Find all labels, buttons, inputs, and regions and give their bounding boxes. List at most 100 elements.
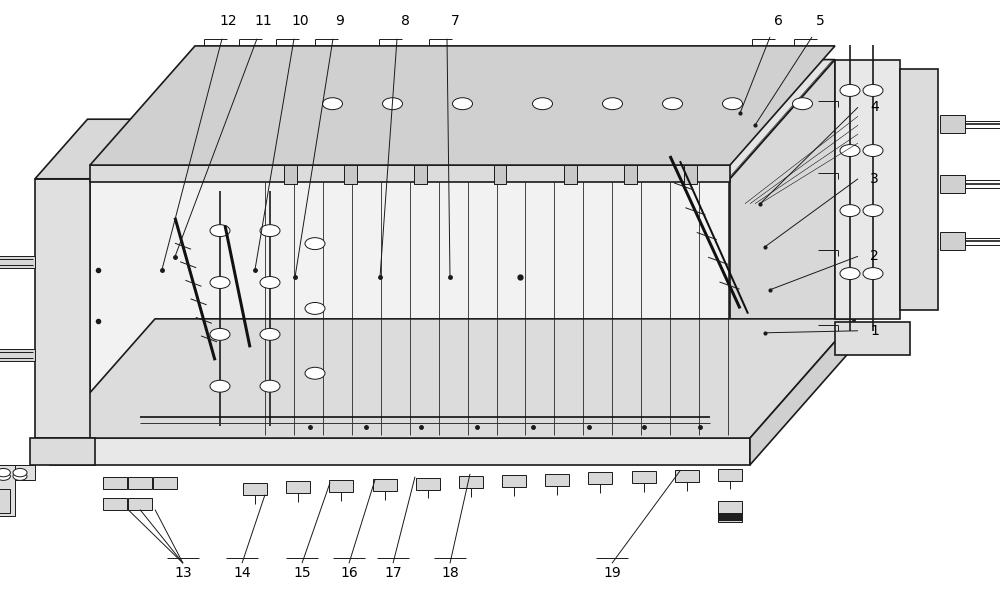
Text: 8: 8 [401, 14, 409, 28]
Circle shape [840, 268, 860, 280]
Bar [545, 474, 569, 486]
Circle shape [260, 277, 280, 288]
Text: 6: 6 [774, 14, 782, 28]
Circle shape [863, 204, 883, 216]
Polygon shape [900, 69, 938, 310]
Text: 11: 11 [254, 14, 272, 28]
Bar [128, 477, 152, 489]
Bar [0, 465, 15, 516]
Bar [940, 116, 965, 134]
Circle shape [792, 98, 812, 110]
Bar [416, 477, 440, 489]
Circle shape [840, 85, 860, 97]
Circle shape [863, 268, 883, 280]
Polygon shape [90, 179, 730, 438]
Bar [718, 503, 742, 515]
Bar [564, 165, 576, 184]
Bar [675, 470, 699, 482]
Bar [624, 165, 637, 184]
Text: 10: 10 [291, 14, 309, 28]
Text: 7: 7 [451, 14, 459, 28]
Polygon shape [90, 60, 835, 179]
Bar [286, 482, 310, 493]
Bar [718, 507, 742, 519]
Text: 1: 1 [870, 324, 879, 338]
Bar [128, 498, 152, 510]
Circle shape [662, 98, 682, 110]
Polygon shape [50, 319, 855, 438]
Circle shape [452, 98, 472, 110]
Bar [153, 477, 177, 489]
Polygon shape [35, 179, 90, 438]
Polygon shape [730, 60, 835, 438]
Bar [0, 256, 35, 268]
Circle shape [210, 277, 230, 288]
Text: 18: 18 [441, 566, 459, 581]
Bar [494, 165, 506, 184]
Polygon shape [90, 46, 835, 165]
Circle shape [210, 328, 230, 340]
Circle shape [382, 98, 402, 110]
Circle shape [322, 98, 342, 110]
Circle shape [13, 468, 27, 477]
Bar [718, 510, 742, 522]
Bar [718, 468, 742, 480]
Circle shape [863, 145, 883, 157]
Circle shape [305, 367, 325, 379]
Circle shape [305, 238, 325, 250]
Circle shape [210, 380, 230, 392]
Bar [103, 477, 127, 489]
Circle shape [840, 145, 860, 157]
Text: 5: 5 [816, 14, 824, 28]
Text: 14: 14 [233, 566, 251, 581]
Bar [0, 465, 35, 480]
Text: 19: 19 [603, 566, 621, 581]
Bar [718, 501, 742, 513]
Bar [90, 165, 730, 182]
Circle shape [602, 98, 622, 110]
Polygon shape [35, 119, 143, 179]
Text: 4: 4 [870, 100, 879, 114]
Circle shape [863, 85, 883, 97]
Bar [344, 165, 356, 184]
Bar [684, 165, 696, 184]
Bar [243, 483, 267, 495]
Circle shape [260, 225, 280, 237]
Polygon shape [50, 438, 750, 465]
Bar [459, 476, 483, 488]
Bar [718, 507, 742, 519]
Text: 2: 2 [870, 249, 879, 263]
Bar [835, 322, 910, 355]
Circle shape [210, 225, 230, 237]
Circle shape [0, 468, 10, 477]
Text: 16: 16 [340, 566, 358, 581]
Text: 15: 15 [293, 566, 311, 581]
Bar [502, 475, 526, 487]
Text: 17: 17 [384, 566, 402, 581]
Bar [414, 165, 426, 184]
Circle shape [532, 98, 552, 110]
Bar [718, 508, 742, 520]
Circle shape [0, 472, 10, 480]
Text: 13: 13 [174, 566, 192, 581]
Bar [103, 498, 127, 510]
Bar [632, 471, 656, 483]
Bar [284, 165, 296, 184]
Bar [0, 349, 35, 361]
Bar [329, 480, 353, 492]
Text: 9: 9 [336, 14, 344, 28]
Bar [940, 232, 965, 250]
Polygon shape [750, 319, 855, 465]
Circle shape [260, 328, 280, 340]
Text: 12: 12 [219, 14, 237, 28]
Bar [940, 175, 965, 193]
Text: 3: 3 [870, 172, 879, 186]
Circle shape [305, 303, 325, 315]
Bar [0, 489, 10, 513]
Bar [588, 473, 612, 485]
Bar [30, 438, 95, 465]
Circle shape [722, 98, 742, 110]
Bar [373, 479, 397, 491]
Circle shape [260, 380, 280, 392]
Bar [718, 504, 742, 516]
